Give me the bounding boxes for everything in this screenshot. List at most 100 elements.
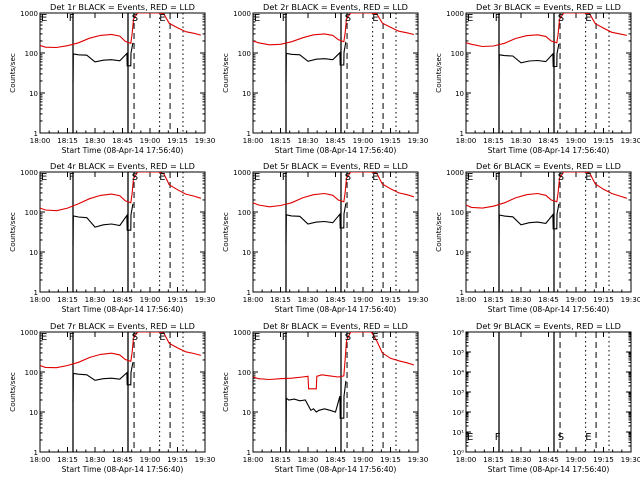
x-tick-label: 18:45	[538, 136, 559, 145]
marker-label-s: S	[132, 13, 138, 24]
y-tick-label: 100	[451, 209, 464, 217]
y-tick-label: 10⁴	[452, 369, 464, 377]
x-tick-label: 19:30	[408, 455, 429, 464]
y-axis-label: Counts/sec	[8, 372, 17, 412]
y-tick-label: 10³	[452, 389, 464, 397]
x-tick-label: 19:30	[408, 295, 429, 304]
x-tick-label: 19:00	[353, 455, 374, 464]
y-tick-label: 100	[238, 209, 251, 217]
x-axis-label: Start Time (08-Apr-14 17:56:40)	[62, 305, 184, 314]
marker-label-e: E	[159, 332, 165, 343]
y-tick-label: 10	[29, 90, 38, 98]
x-tick-label: 18:30	[298, 455, 319, 464]
chart-title: Det 5r BLACK = Events, RED = LLD	[263, 161, 408, 171]
y-tick-label: 1	[247, 289, 251, 297]
x-tick-label: 19:15	[593, 455, 614, 464]
chart-panel-3: Det 3r BLACK = Events, RED = LLD 18:00 18:…	[434, 2, 640, 155]
x-tick-label: 19:30	[621, 295, 640, 304]
x-tick-label: 18:30	[85, 295, 106, 304]
x-tick-label: 19:15	[593, 295, 614, 304]
y-tick-label: 10⁰	[452, 449, 464, 457]
x-tick-label: 18:15	[57, 455, 78, 464]
marker-label-f: F	[69, 13, 75, 24]
marker-label-f: F	[495, 172, 501, 183]
lld-series-line	[40, 332, 202, 369]
x-tick-label: 18:15	[270, 136, 291, 145]
x-tick-label: 19:30	[621, 455, 640, 464]
chart-title: Det 3r BLACK = Events, RED = LLD	[476, 2, 621, 12]
x-tick-label: 19:00	[566, 136, 587, 145]
y-axis-label: Counts/sec	[8, 212, 17, 252]
x-tick-label: 19:30	[408, 136, 429, 145]
y-tick-label: 1	[247, 449, 251, 457]
x-tick-label: 18:30	[85, 136, 106, 145]
y-tick-label: 1000	[20, 329, 38, 337]
x-tick-label: 18:15	[483, 136, 504, 145]
axes-frame	[465, 171, 632, 293]
marker-label-e: E	[372, 13, 378, 24]
x-tick-label: 18:45	[325, 136, 346, 145]
marker-label-e: E	[254, 332, 260, 343]
y-axis-label: Counts/sec	[434, 53, 443, 93]
x-axis-label: Start Time (08-Apr-14 17:56:40)	[62, 465, 184, 474]
y-tick-label: 10	[242, 409, 251, 417]
x-tick-label: 18:00	[30, 136, 51, 145]
lld-series-line	[40, 172, 202, 212]
y-tick-label: 10⁵	[452, 349, 464, 357]
x-axis-label: Start Time (08-Apr-14 17:56:40)	[488, 305, 610, 314]
events-series-line	[285, 203, 347, 244]
events-series-line	[72, 362, 134, 402]
chart-title: Det 6r BLACK = Events, RED = LLD	[476, 161, 621, 171]
chart-title: Det 9r BLACK = Events, RED = LLD	[476, 321, 621, 331]
y-tick-label: 1000	[233, 10, 251, 18]
y-tick-label: 100	[25, 209, 38, 217]
marker-label-s: S	[558, 13, 564, 24]
marker-label-f: F	[69, 332, 75, 343]
x-axis-label: Start Time (08-Apr-14 17:56:40)	[62, 146, 184, 155]
events-series-line	[498, 43, 560, 84]
x-tick-label: 18:00	[243, 455, 264, 464]
y-tick-label: 1	[34, 289, 38, 297]
x-tick-label: 18:30	[511, 455, 532, 464]
y-tick-label: 1000	[233, 169, 251, 177]
marker-label-s: S	[132, 332, 138, 343]
y-axis-label: Counts/sec	[221, 372, 230, 412]
axes-frame	[39, 331, 206, 453]
x-tick-label: 19:15	[593, 136, 614, 145]
x-tick-label: 18:30	[85, 455, 106, 464]
x-tick-label: 19:15	[167, 136, 188, 145]
marker-label-e: E	[585, 172, 591, 183]
marker-label-s: S	[345, 172, 351, 183]
y-axis-label: Counts/sec	[221, 53, 230, 93]
y-tick-label: 10	[242, 249, 251, 257]
marker-label-s: S	[558, 172, 564, 183]
y-tick-label: 1	[34, 130, 38, 138]
y-tick-label: 1	[460, 289, 464, 297]
x-tick-label: 18:00	[30, 295, 51, 304]
y-tick-label: 1	[247, 130, 251, 138]
y-tick-label: 100	[451, 50, 464, 58]
lld-series-line	[466, 172, 628, 209]
marker-label-e: E	[159, 172, 165, 183]
chart-title: Det 7r BLACK = Events, RED = LLD	[50, 321, 195, 331]
y-axis-label: Counts/sec	[8, 53, 17, 93]
chart-panel-8: Det 8r BLACK = Events, RED = LLD 18:00 18:…	[221, 321, 429, 474]
chart-title: Det 1r BLACK = Events, RED = LLD	[50, 2, 195, 12]
marker-label-s: S	[558, 432, 564, 443]
marker-label-f: F	[495, 432, 501, 443]
x-axis-label: Start Time (08-Apr-14 17:56:40)	[275, 146, 397, 155]
x-tick-label: 18:45	[112, 455, 133, 464]
marker-label-e: E	[585, 13, 591, 24]
y-tick-label: 10	[29, 409, 38, 417]
lld-series-line	[253, 13, 415, 46]
x-tick-label: 18:15	[270, 455, 291, 464]
y-axis-label: Counts/sec	[434, 212, 443, 252]
events-series-line	[72, 203, 134, 246]
axes-frame	[465, 12, 632, 134]
x-tick-label: 18:45	[325, 295, 346, 304]
x-axis-label: Start Time (08-Apr-14 17:56:40)	[488, 465, 610, 474]
x-tick-label: 18:30	[298, 136, 319, 145]
y-tick-label: 1000	[20, 169, 38, 177]
marker-label-s: S	[345, 332, 351, 343]
chart-panel-5: Det 5r BLACK = Events, RED = LLD 18:00 18:…	[221, 161, 429, 314]
